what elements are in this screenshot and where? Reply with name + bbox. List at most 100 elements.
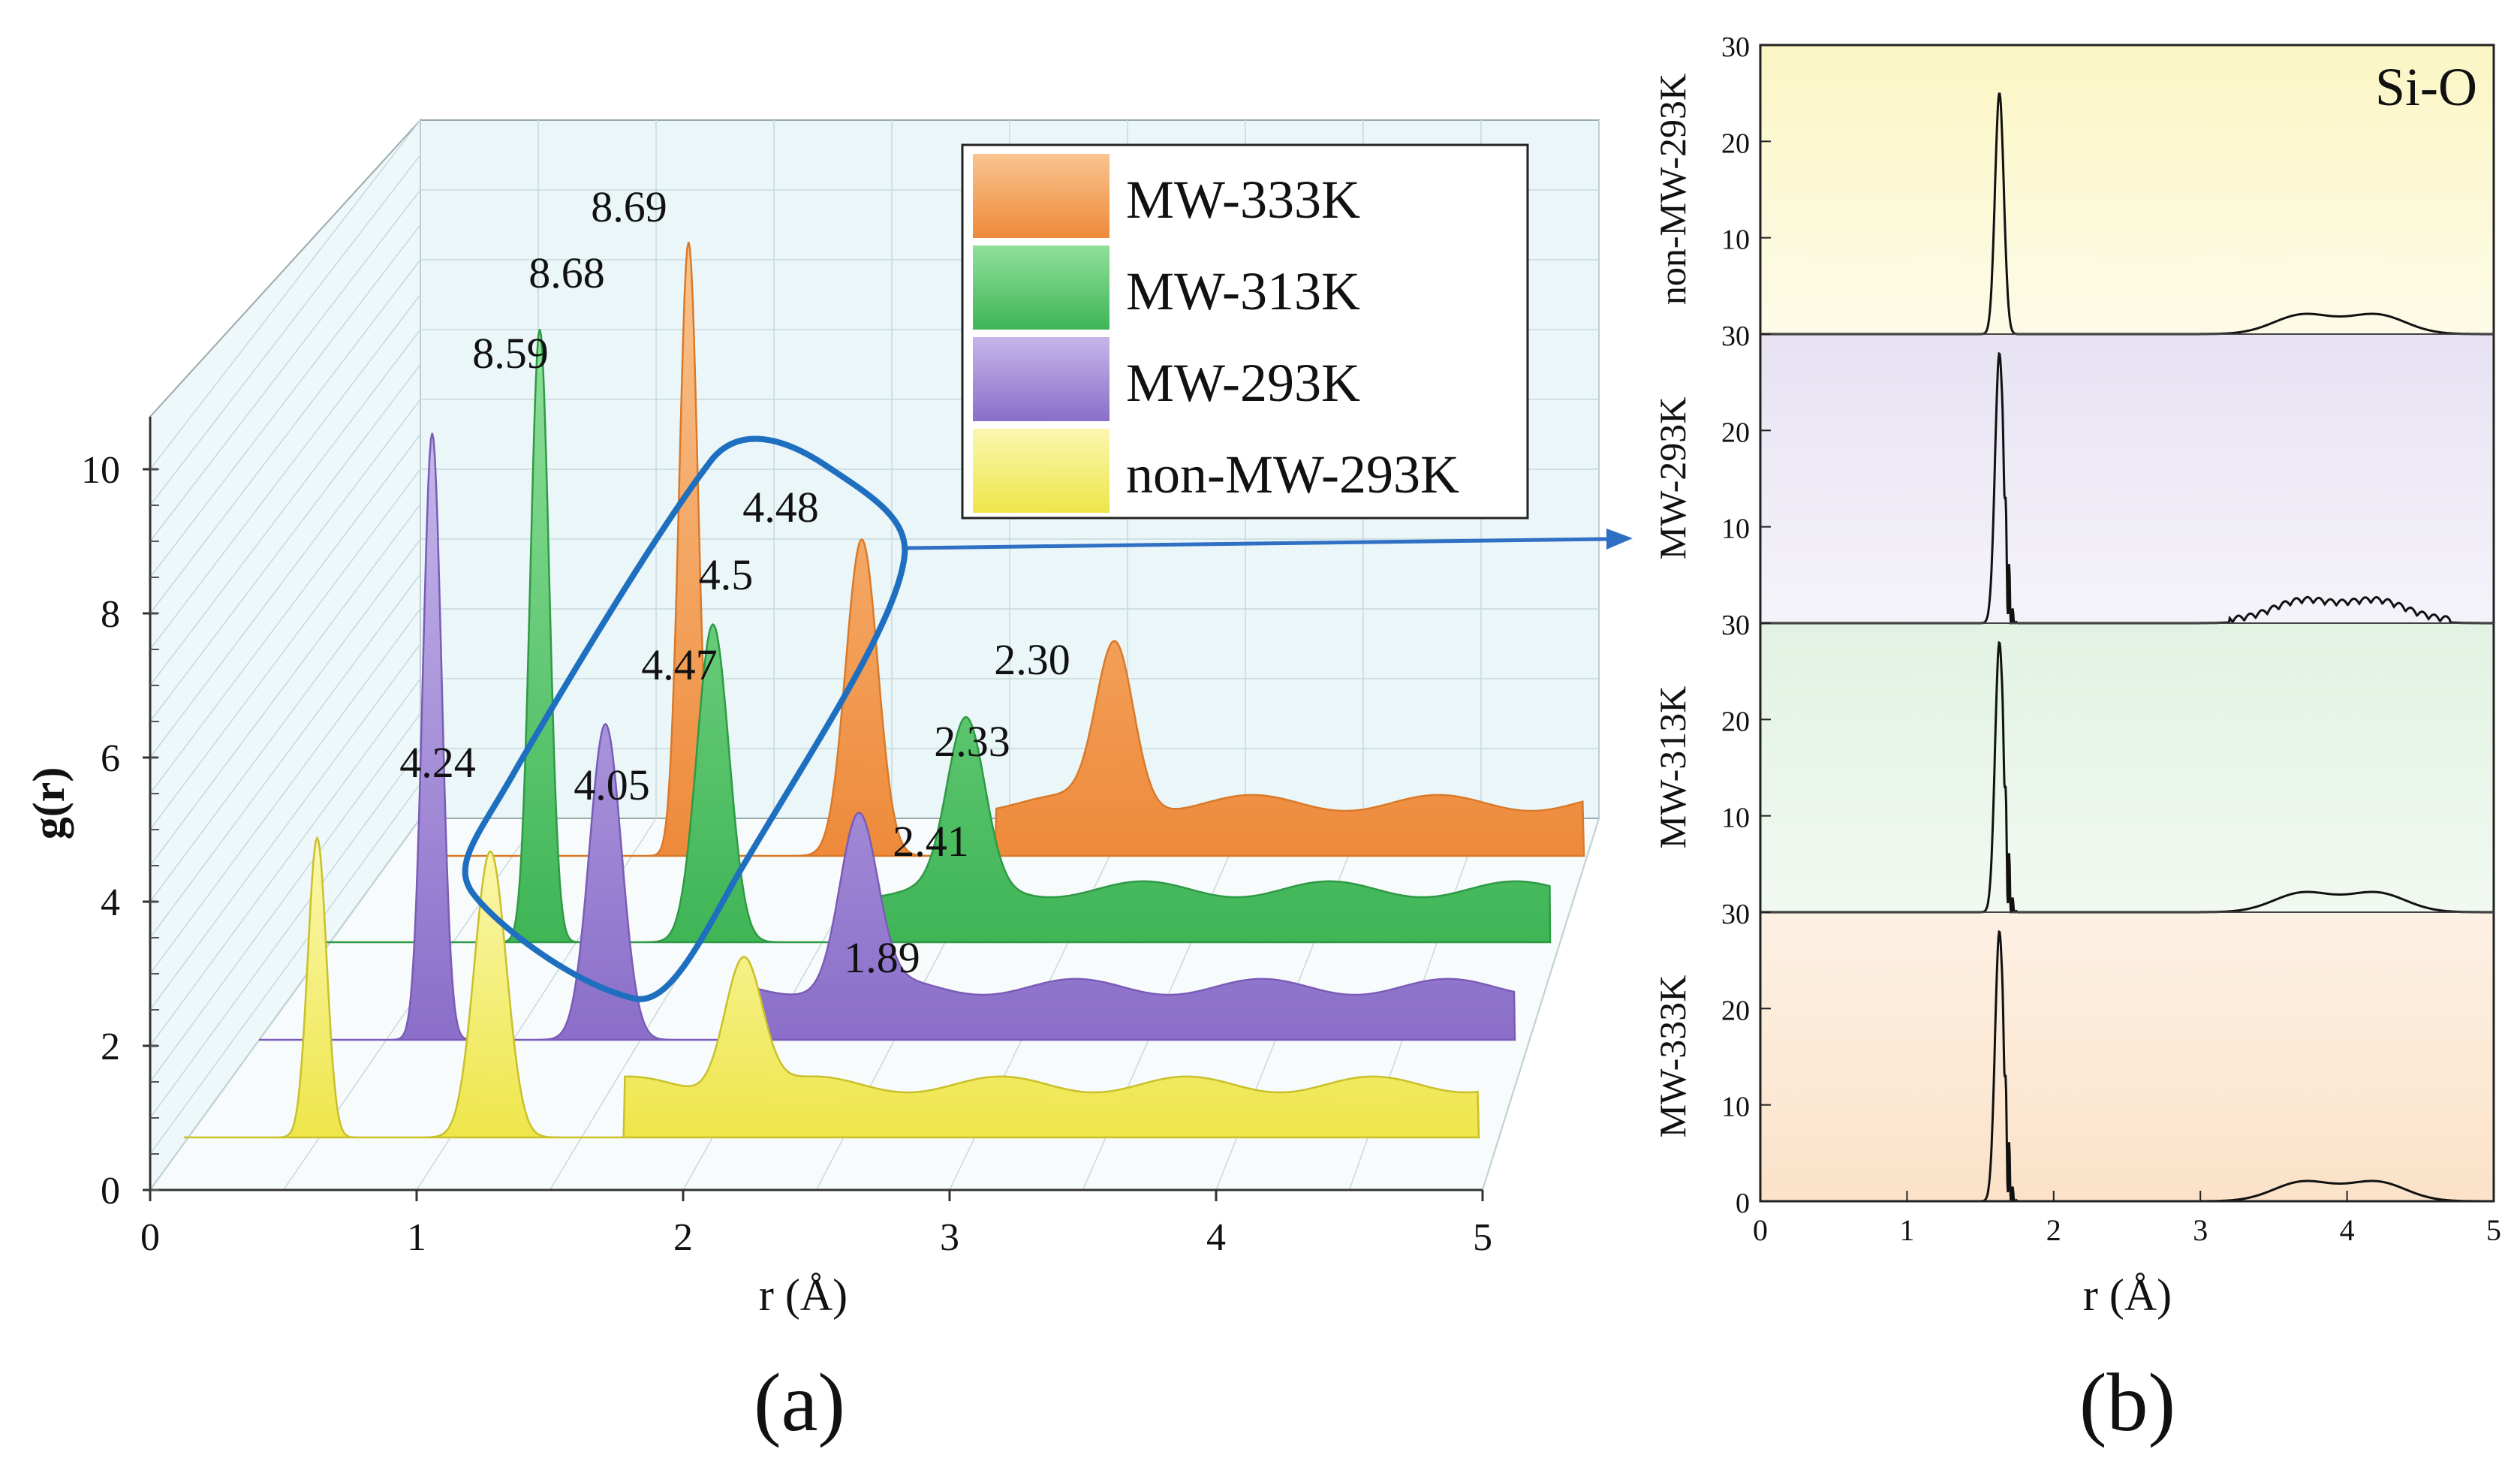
series-area-MW-333K [435, 242, 1585, 857]
panel-b-caption: (b) [2079, 1357, 2175, 1448]
peak-label-313-first: 8.68 [528, 249, 605, 297]
subplot-bg-293 [1760, 334, 2494, 623]
grid-line [149, 399, 421, 758]
b-y-tick-label: 30 [1721, 321, 1750, 352]
series-area-MW-313K [327, 329, 1552, 944]
b-y-tick-label: 10 [1721, 803, 1750, 834]
grid-line [149, 574, 421, 938]
legend-label-313: MW-313K [1126, 261, 1360, 321]
grid-line [149, 538, 421, 902]
panel-b-title: Si-O [2375, 57, 2477, 117]
grid-line [149, 294, 421, 650]
panel-b: 10 20 30 10 20 30 10 20 30 0 10 20 30 0 1 2 3 4 5 non-MW-2… [1651, 32, 2501, 1448]
b-y-tick-label: 20 [1721, 706, 1750, 737]
panel-b-x-axis-label: r (Å) [2083, 1270, 2172, 1320]
peak-label-333-second: 4.48 [742, 483, 819, 532]
grid-line [149, 189, 421, 542]
legend-label-nonmw: non-MW-293K [1126, 444, 1459, 505]
axis-ticks: 0 2 4 6 8 10 0 1 2 3 4 5 [81, 449, 1492, 1259]
legend-swatch-nonmw [973, 429, 1109, 513]
b-x-tick-label: 4 [2340, 1213, 2355, 1247]
x-tick-label: 4 [1206, 1216, 1226, 1259]
y-axis-label: g(r) [24, 767, 74, 840]
peak-label-293-first: 8.59 [472, 329, 549, 378]
b-x-tick-label: 0 [1753, 1213, 1768, 1247]
grid-line [149, 155, 421, 506]
grid-line [1482, 818, 1600, 1191]
panel-a: 0 2 4 6 8 10 0 1 2 3 4 5 r (Å) g(r) (a) 8.69 8.68 8… [24, 118, 1633, 1448]
b-y-tick-label: 30 [1721, 610, 1750, 641]
grid-line [149, 329, 421, 686]
legend: MW-333K MW-313K MW-293K non-MW-293K [961, 143, 1529, 520]
grid-line [149, 678, 421, 1047]
y-tick-label: 8 [101, 593, 120, 636]
panel-b-ticks: 10 20 30 10 20 30 10 20 30 0 10 20 30 0 1 2 3 4 5 [1721, 32, 2501, 1247]
grid-line [149, 783, 421, 1155]
peak-label-293-third: 2.41 [893, 817, 969, 866]
b-x-tick-label: 1 [1899, 1213, 1914, 1247]
b-y-tick-label: 10 [1721, 224, 1750, 256]
legend-label-293: MW-293K [1126, 353, 1360, 413]
subplot-label-nonmw: non-MW-293K [1651, 74, 1694, 305]
subplot-bg-333 [1760, 912, 2494, 1201]
y-tick-label: 10 [81, 449, 120, 492]
x-tick-label: 1 [407, 1216, 426, 1259]
b-x-tick-label: 2 [2046, 1213, 2061, 1247]
b-y-tick-label: 20 [1721, 417, 1750, 448]
peak-label-333-third: 2.30 [994, 635, 1070, 684]
y-tick-label: 4 [101, 881, 120, 924]
subplot-bg-nonmw [1760, 45, 2494, 334]
series-area-non-MW-293K [184, 835, 1480, 1139]
x-axis-label: r (Å) [759, 1270, 848, 1320]
grid-lines [149, 119, 1600, 1191]
y-tick-label: 6 [101, 737, 120, 780]
legend-swatch-293 [973, 337, 1109, 421]
peak-label-nonmw-third: 1.89 [844, 933, 920, 982]
highlight-arrow [906, 537, 1607, 550]
b-y-tick-label: 20 [1721, 995, 1750, 1026]
grid-line [149, 748, 421, 1119]
subplot-label-313: MW-313K [1651, 686, 1694, 849]
grid-line [149, 224, 421, 578]
subplot-label-333: MW-333K [1651, 975, 1694, 1138]
grid-line [149, 259, 421, 614]
panel-a-caption: (a) [754, 1357, 845, 1448]
grid-line [149, 468, 421, 830]
y-tick-label: 2 [101, 1026, 120, 1068]
subplot-label-293: MW-293K [1651, 397, 1694, 560]
legend-swatch-333 [973, 154, 1109, 238]
grid-line [149, 713, 421, 1083]
grid-line [149, 364, 421, 722]
subplot-bg-313 [1760, 623, 2494, 912]
legend-label-333: MW-333K [1126, 170, 1360, 230]
peak-label-nonmw-first: 4.24 [399, 738, 476, 787]
peak-label-313-third: 2.33 [934, 717, 1010, 766]
peak-labels: 8.69 8.68 8.59 4.48 4.5 4.47 4.24 4.05 2… [399, 182, 1070, 982]
x-tick-label: 5 [1473, 1216, 1492, 1259]
highlight-loop [462, 435, 908, 1002]
b-y-tick-label: 20 [1721, 128, 1750, 159]
x-tick-label: 0 [140, 1216, 160, 1259]
grid-line [149, 119, 421, 470]
b-x-tick-label: 5 [2486, 1213, 2501, 1247]
x-tick-label: 3 [940, 1216, 959, 1259]
b-y-tick-label: 10 [1721, 1092, 1750, 1123]
x-tick-label: 2 [673, 1216, 693, 1259]
legend-swatch-313 [973, 246, 1109, 330]
b-y-tick-label: 10 [1721, 514, 1750, 545]
peak-label-333-first: 8.69 [591, 182, 667, 231]
grid-line [149, 643, 421, 1011]
highlight-arrowhead [1606, 529, 1633, 550]
grid-line [149, 434, 421, 794]
series-group [184, 242, 1585, 1139]
y-tick-label: 0 [101, 1170, 120, 1212]
b-y-tick-label: 30 [1721, 32, 1750, 63]
grid-line [149, 608, 421, 974]
grid-line [149, 818, 421, 1191]
peak-label-293-second: 4.47 [641, 640, 718, 689]
b-x-tick-label: 3 [2193, 1213, 2208, 1247]
b-y-tick-label: 0 [1736, 1188, 1750, 1219]
peak-label-313-second: 4.5 [699, 550, 754, 599]
peak-label-nonmw-second: 4.05 [574, 761, 650, 809]
